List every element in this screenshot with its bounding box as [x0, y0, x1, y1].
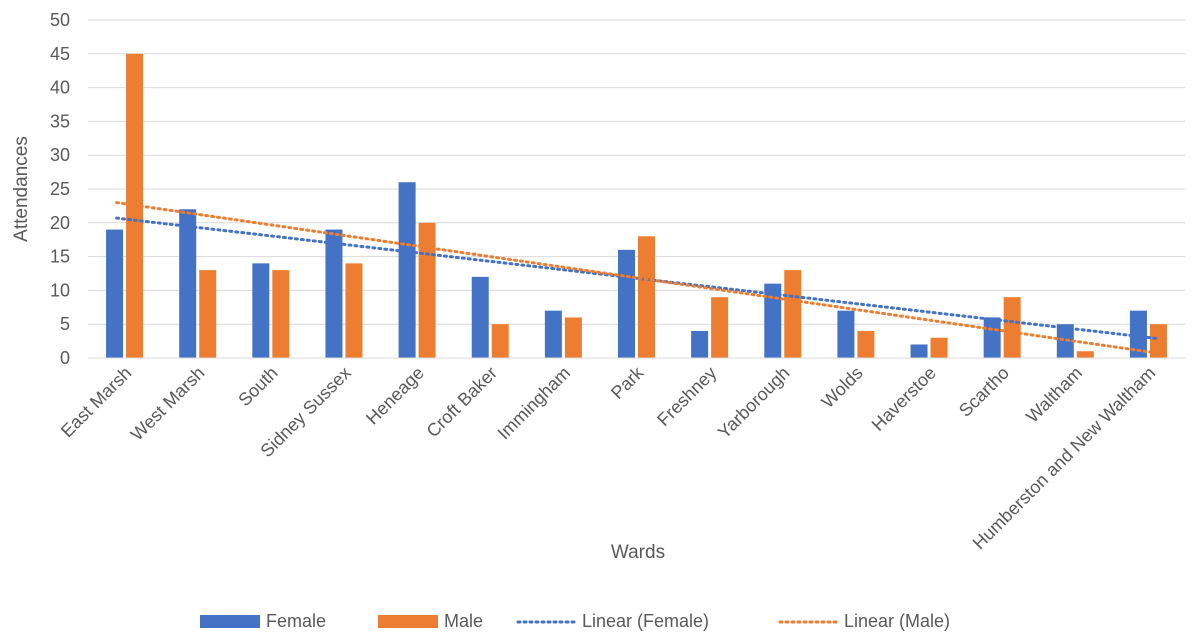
bar-female — [983, 317, 1001, 358]
x-tick-label: Haverstoe — [868, 363, 940, 435]
x-tick-label: Croft Baker — [423, 363, 502, 442]
legend-item: Female — [200, 611, 326, 631]
y-tick-label: 0 — [60, 348, 70, 368]
bar-female — [691, 330, 709, 358]
bar-male — [784, 270, 802, 358]
x-tick-label: Yarborough — [714, 363, 794, 443]
legend-label: Female — [266, 611, 326, 631]
x-tick-label: Immingham — [494, 363, 575, 444]
x-tick-label: West Marsh — [127, 363, 209, 445]
bar-male — [272, 270, 290, 358]
bar-female — [179, 209, 197, 358]
bar-male — [564, 317, 582, 358]
bar-female — [544, 310, 562, 358]
x-tick-label: Freshney — [653, 363, 720, 430]
bar-female — [398, 182, 416, 358]
trendlines — [115, 201, 1158, 355]
legend-swatch — [378, 615, 438, 628]
gridlines — [88, 19, 1185, 325]
bar-female — [764, 283, 782, 358]
bar-male — [345, 263, 363, 358]
bar-male — [199, 270, 217, 358]
bar-female — [910, 344, 928, 358]
bar-male — [1003, 297, 1021, 358]
x-tick-label: Waltham — [1022, 363, 1086, 427]
y-tick-label: 50 — [50, 10, 70, 30]
bar-female — [1129, 310, 1147, 358]
y-tick-label: 5 — [60, 314, 70, 334]
bar-male — [857, 330, 875, 358]
bar-female — [837, 310, 855, 358]
legend-item: Linear (Male) — [778, 611, 950, 631]
y-tick-label: 35 — [50, 111, 70, 131]
bar-male — [491, 324, 509, 358]
x-tick-label: East Marsh — [57, 363, 136, 442]
legend-label: Linear (Female) — [582, 611, 709, 631]
y-tick-label: 40 — [50, 78, 70, 98]
bars — [106, 53, 1167, 359]
x-tick-label: Heneage — [362, 363, 428, 429]
x-tick-label: South — [234, 363, 281, 410]
x-axis-label: Wards — [611, 542, 665, 563]
y-tick-label: 10 — [50, 280, 70, 300]
y-tick-label: 45 — [50, 44, 70, 64]
bar-female — [471, 276, 489, 358]
bar-female — [252, 263, 270, 358]
legend: Female Male Linear (Female) Linear (Male) — [200, 611, 950, 631]
y-tick-label: 15 — [50, 247, 70, 267]
legend-item: Male — [378, 611, 483, 631]
legend-item: Linear (Female) — [516, 611, 709, 631]
y-tick-label: 20 — [50, 213, 70, 233]
legend-swatch — [200, 615, 260, 628]
bar-female — [106, 229, 124, 358]
bar-male — [711, 297, 729, 358]
bar-female — [1056, 324, 1074, 358]
bar-male — [930, 337, 948, 358]
legend-label: Male — [444, 611, 483, 631]
y-tick-label: 30 — [50, 145, 70, 165]
bar-male — [1076, 351, 1094, 358]
x-tick-label: Park — [607, 362, 648, 403]
bar-female — [618, 249, 635, 358]
x-tick-label: Scartho — [955, 363, 1013, 421]
legend-label: Linear (Male) — [844, 611, 950, 631]
trendline-male — [115, 201, 1158, 355]
bar-female — [325, 229, 343, 358]
y-tick-label: 25 — [50, 179, 70, 199]
bar-male — [418, 222, 436, 358]
bar-male — [638, 236, 655, 358]
bar-male — [1149, 324, 1167, 358]
x-tick-label: Wolds — [817, 363, 866, 412]
y-axis-ticks: 0 5 10 15 20 25 30 35 40 45 50 — [50, 10, 70, 368]
y-axis-label: Attendances — [11, 136, 32, 242]
